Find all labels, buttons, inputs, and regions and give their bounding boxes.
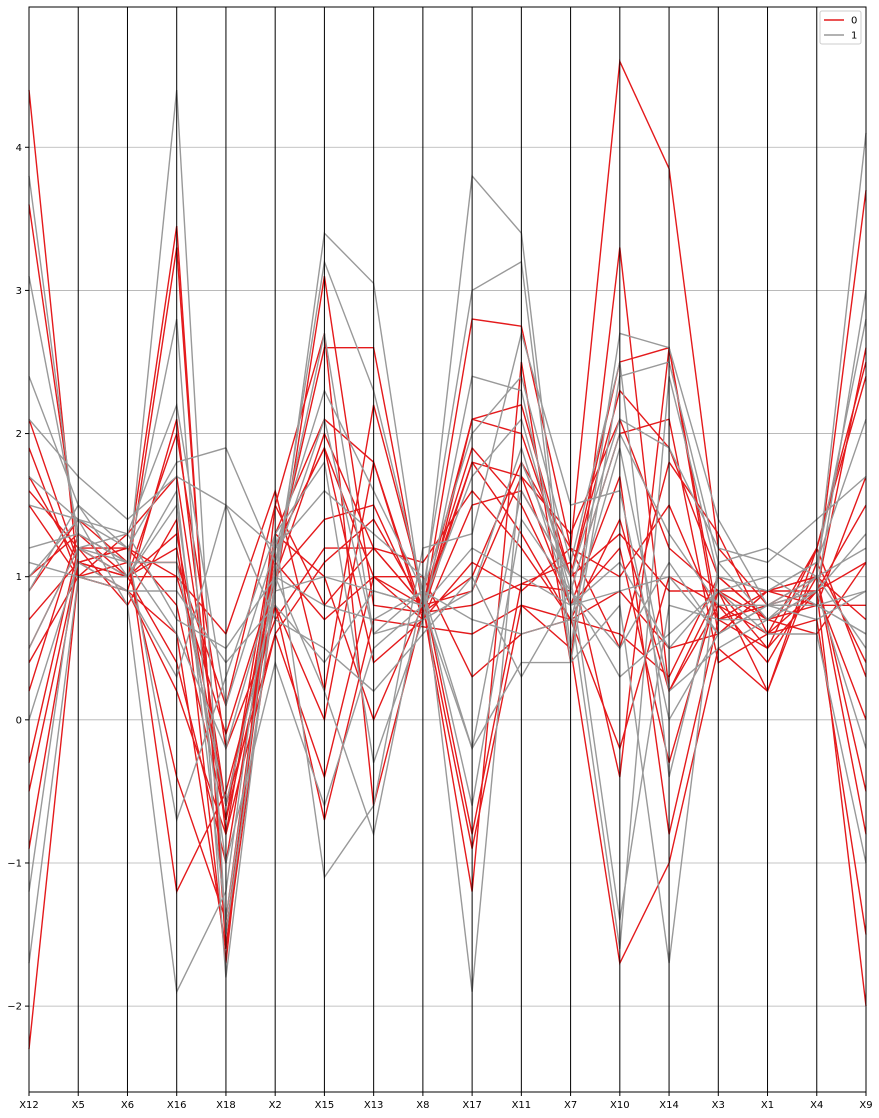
tick-layer: X12 X5 X6 X16 X18 X2 X15 X13 X8 X17 X11 X7 X10 X14 X3 X…: [7, 143, 872, 1111]
x-tick-label: X2: [269, 1100, 282, 1111]
series-0-line: [28, 431, 867, 849]
x-tick-label: X10: [610, 1100, 630, 1111]
series-0-line: [28, 417, 867, 806]
y-tick-label: 2: [16, 429, 22, 440]
series-0-line: [28, 575, 867, 837]
x-tick-label: X12: [19, 1100, 39, 1111]
x-tick-label: X17: [462, 1100, 482, 1111]
legend: 01: [819, 10, 862, 45]
series-0-line: [28, 376, 867, 835]
series-1-line: [28, 447, 867, 751]
series-1-line: [28, 417, 867, 806]
series-0-line: [28, 489, 866, 964]
series-1-line: [28, 488, 867, 921]
series-0-line: [28, 389, 867, 821]
x-tick-label: X8: [416, 1100, 429, 1111]
series-1-line: [28, 416, 867, 964]
y-tick-label: 3: [16, 286, 22, 297]
series-1-line: [28, 418, 867, 992]
series-1-line: [28, 89, 867, 935]
series-0-line: [28, 346, 867, 835]
x-tick-label: X9: [859, 1100, 872, 1111]
series-0-line: [28, 204, 867, 935]
y-tick-label: −2: [7, 1002, 22, 1013]
x-tick-label: X4: [810, 1100, 823, 1111]
series-0-line: [28, 459, 867, 821]
x-tick-label: X16: [167, 1100, 187, 1111]
series-1-line: [28, 318, 867, 892]
y-tick-label: 1: [16, 572, 22, 583]
x-tick-label: X3: [712, 1100, 725, 1111]
y-tick-label: 4: [16, 143, 22, 154]
x-tick-label: X18: [216, 1100, 236, 1111]
series-0-line: [28, 490, 867, 966]
x-tick-label: X15: [315, 1100, 335, 1111]
x-tick-label: X5: [72, 1100, 85, 1111]
x-tick-label: X1: [761, 1100, 774, 1111]
series-0-line: [28, 474, 867, 1050]
series-0-line: [28, 58, 867, 949]
series-1-line: [28, 259, 867, 978]
x-tick-label: X6: [121, 1100, 134, 1111]
series-1-line: [28, 475, 867, 964]
plot-frame: [28, 6, 867, 1093]
x-tick-label: X14: [659, 1100, 679, 1111]
y-tick-label: 0: [16, 715, 22, 726]
x-tick-label: X7: [564, 1100, 577, 1111]
legend-label-0: 0: [851, 16, 857, 27]
x-tick-label: X13: [364, 1100, 384, 1111]
y-tick-label: −1: [7, 858, 22, 869]
x-tick-label: X11: [512, 1100, 532, 1111]
series-layer: [28, 58, 867, 1050]
axis-layer: [28, 6, 867, 1093]
legend-label-1: 1: [851, 31, 857, 42]
